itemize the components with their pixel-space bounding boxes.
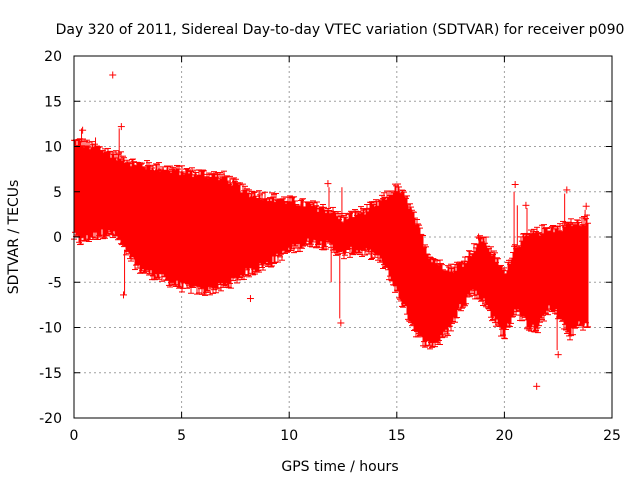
y-tick-label: -10 bbox=[39, 321, 62, 337]
x-axis-label: GPS time / hours bbox=[281, 459, 398, 475]
outlier-point bbox=[119, 291, 127, 299]
x-tick-label: 20 bbox=[495, 428, 513, 444]
y-axis-label: SDTVAR / TECUs bbox=[6, 180, 22, 295]
outlier-point bbox=[533, 382, 541, 390]
chart-title: Day 320 of 2011, Sidereal Day-to-day VTE… bbox=[56, 22, 625, 38]
y-tick-labels: -20 -15 -10 -5 0 5 10 15 20 bbox=[39, 49, 62, 427]
x-tick-labels: 0 5 10 15 20 25 bbox=[70, 428, 621, 444]
y-tick-label: 5 bbox=[53, 185, 62, 201]
y-tick-label: -5 bbox=[48, 275, 62, 291]
axis-ticks bbox=[73, 55, 613, 419]
x-tick-label: 15 bbox=[388, 428, 406, 444]
y-tick-label: 0 bbox=[53, 230, 62, 246]
outlier-point bbox=[109, 71, 117, 79]
outlier-point bbox=[79, 126, 87, 134]
outlier-point bbox=[554, 351, 562, 359]
outlier-point bbox=[117, 123, 125, 131]
outlier-point bbox=[337, 319, 345, 327]
outlier-point bbox=[582, 202, 590, 210]
outlier-point bbox=[511, 181, 519, 189]
outlier-point bbox=[563, 186, 571, 194]
y-tick-label: 10 bbox=[44, 140, 62, 156]
y-tick-label: -15 bbox=[39, 366, 62, 382]
x-tick-label: 5 bbox=[177, 428, 186, 444]
y-tick-label: 20 bbox=[44, 49, 62, 65]
x-tick-label: 0 bbox=[70, 428, 79, 444]
outlier-point bbox=[475, 233, 483, 241]
y-tick-label: 15 bbox=[44, 94, 62, 110]
outlier-point bbox=[522, 201, 530, 209]
data-points bbox=[71, 71, 591, 390]
x-tick-label: 10 bbox=[280, 428, 298, 444]
y-tick-label: -20 bbox=[39, 411, 62, 427]
outlier-point bbox=[324, 180, 332, 188]
x-tick-label: 25 bbox=[603, 428, 621, 444]
outlier-point bbox=[246, 295, 254, 303]
